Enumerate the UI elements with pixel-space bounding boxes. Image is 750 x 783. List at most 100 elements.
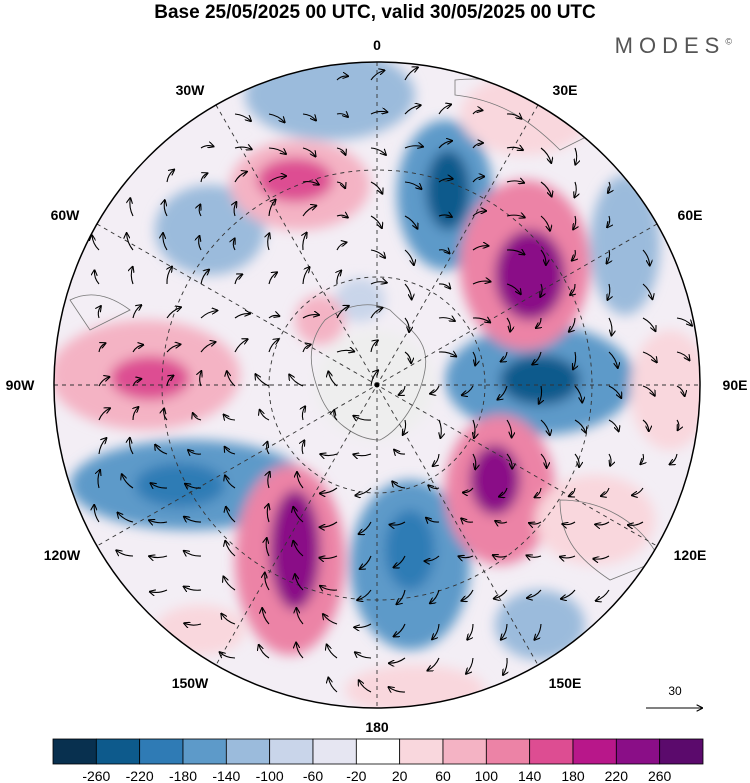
wind-vector (572, 249, 575, 261)
wind-vector (574, 385, 582, 402)
wind-vector (439, 419, 441, 438)
wind-vector (127, 233, 134, 251)
lon-label-120e: 120E (674, 547, 707, 563)
wind-vector (323, 614, 338, 625)
wind-vector (200, 173, 207, 183)
wind-vector (390, 521, 406, 525)
wind-vector (98, 408, 110, 421)
wind-vector (425, 555, 440, 561)
wind-vector (94, 505, 100, 523)
wind-vector (234, 113, 251, 121)
wind-vector (336, 114, 348, 117)
wind-vector (506, 215, 525, 217)
wind-vector (334, 410, 338, 421)
wind-vector (225, 447, 236, 455)
wind-vector (370, 282, 387, 284)
wind-vector (501, 351, 508, 362)
wind-vector (595, 521, 610, 525)
wind-vector (540, 283, 542, 297)
wind-vector (608, 419, 619, 431)
wind-vector (296, 643, 304, 659)
wind-vector (472, 318, 490, 322)
wind-vector (200, 270, 209, 285)
colorbar-swatch (139, 738, 184, 765)
colorbar-swatch (399, 738, 444, 765)
wind-vector (438, 179, 453, 183)
wind-vector (234, 339, 248, 353)
wind-vector (540, 249, 546, 265)
wind-vector (472, 177, 484, 183)
wind-vector (302, 441, 304, 455)
colorbar-swatch (355, 738, 401, 765)
wind-vector (574, 453, 579, 467)
wind-vector (593, 555, 610, 559)
wind-vector (185, 484, 202, 488)
wind-vector (404, 317, 409, 332)
wind-vector (462, 385, 474, 395)
wind-vector (573, 351, 576, 369)
wind-vector (642, 317, 655, 331)
wind-vector (404, 215, 417, 229)
wind-vector (472, 453, 476, 469)
wind-vector (132, 345, 143, 353)
colorbar-tick-label: -20 (346, 768, 366, 783)
colorbar-swatch (182, 738, 227, 765)
wind-vector (607, 215, 610, 227)
lon-label-150w: 150W (172, 675, 209, 691)
colorbar-swatch (572, 738, 617, 765)
wind-vector (472, 143, 483, 149)
colorbar-swatch (269, 738, 314, 765)
lon-label-180: 180 (365, 719, 389, 735)
wind-vector (540, 181, 552, 196)
wind-vector (268, 315, 279, 319)
colorbar-tick-label: 180 (561, 768, 585, 783)
wind-vector (506, 114, 521, 119)
wind-vector (676, 419, 679, 430)
wind-vector (166, 170, 174, 183)
wind-vector (506, 419, 512, 437)
wind-vector (561, 589, 576, 599)
wind-vector (370, 249, 385, 258)
wind-vector (467, 623, 474, 640)
wind-vector (573, 215, 576, 229)
wind-vector (506, 250, 524, 254)
wind-vector (132, 305, 141, 319)
wind-vector (130, 438, 134, 455)
wind-vector (370, 340, 378, 353)
wind-vector (642, 385, 655, 396)
wind-vector (155, 445, 168, 455)
wind-vector (370, 147, 386, 155)
wind-vector (234, 202, 236, 217)
wind-vector (184, 551, 202, 556)
colorbar-swatch (312, 738, 357, 765)
wind-vector (200, 311, 217, 319)
modes-logo: MODES© (614, 33, 732, 58)
wind-vector (535, 487, 542, 497)
wind-vector (642, 249, 650, 265)
wind-vector (493, 555, 508, 557)
wind-vector (188, 450, 202, 454)
wind-vector (389, 657, 406, 663)
wind-vector (336, 215, 348, 217)
wind-vector (268, 147, 286, 154)
wind-vector (297, 472, 304, 489)
wind-vector (404, 146, 423, 148)
wind-vector (539, 385, 542, 404)
wind-vector (149, 520, 168, 522)
wind-vector (133, 407, 138, 421)
wind-vector (336, 306, 349, 319)
wind-vector (609, 453, 611, 466)
wind-vector (167, 267, 172, 285)
wind-vector (360, 555, 372, 569)
wind-vector (149, 556, 168, 558)
wind-vector (164, 409, 168, 421)
wind-vector (569, 317, 576, 332)
wind-vector (302, 267, 310, 285)
wind-vector (266, 538, 270, 557)
wind-vector (392, 482, 406, 489)
wind-vector (184, 587, 202, 591)
wind-vector (506, 283, 521, 294)
wind-vector (262, 608, 270, 625)
wind-vector (430, 589, 440, 603)
wind-vector (670, 453, 678, 464)
